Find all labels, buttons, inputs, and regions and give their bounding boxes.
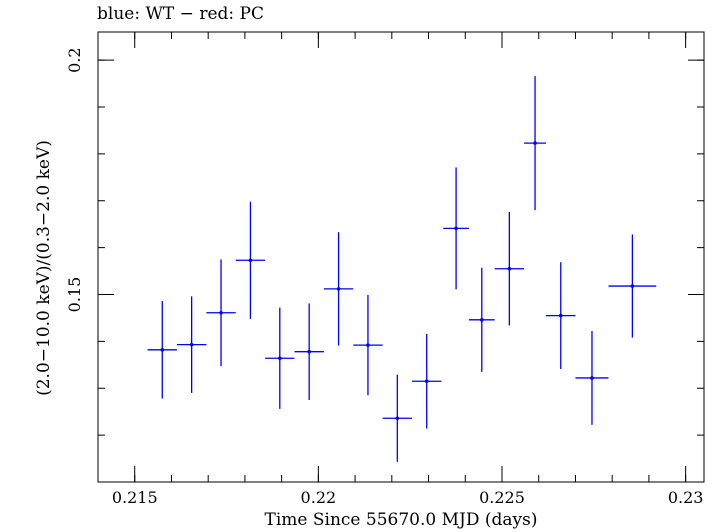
data-point [494,212,525,326]
y-axis-label: (2.0−10.0 keV)/(0.3−2.0 keV) [34,140,54,396]
data-marker [219,310,223,315]
data-marker [366,343,370,347]
x-axis-label: Time Since 55670.0 MJD (days) [264,510,538,530]
data-point [265,307,295,409]
y-tick-label: 0.15 [65,277,84,313]
data-marker [248,258,253,263]
data-marker [533,141,537,145]
plot-frame [97,31,705,483]
data-marker [278,356,282,361]
data-marker [307,349,311,354]
data-point [353,294,383,396]
x-tick-label: 0.23 [668,488,704,507]
chart-title: blue: WT − red: PC [97,4,264,24]
x-tick-label: 0.225 [479,488,525,507]
data-point [468,267,495,372]
data-marker [395,416,400,421]
data-series [147,76,657,462]
x-tick-label: 0.215 [112,488,158,507]
data-point [443,167,469,290]
data-marker [507,266,512,271]
y-tick-label: 0.2 [65,47,84,72]
x-tick-label: 0.22 [301,488,337,507]
data-marker [558,313,563,318]
data-point [206,259,236,367]
data-point [176,296,207,393]
axis-ticks: 0.215 0.22 0.225 0.23 0.15 0.2 [65,32,704,507]
data-point [524,76,547,211]
data-marker [630,284,635,288]
data-point [608,234,657,338]
data-point [412,333,442,429]
data-point [546,262,576,370]
data-point [323,232,354,346]
data-marker [160,348,165,352]
data-marker [336,287,341,291]
data-marker [424,379,429,384]
data-point [382,374,413,462]
data-marker [454,226,458,231]
data-point [235,201,266,319]
data-marker [590,376,594,380]
data-point [147,301,177,399]
data-point [294,303,324,400]
data-point [575,331,609,425]
data-marker [189,342,194,347]
data-marker [480,318,484,322]
